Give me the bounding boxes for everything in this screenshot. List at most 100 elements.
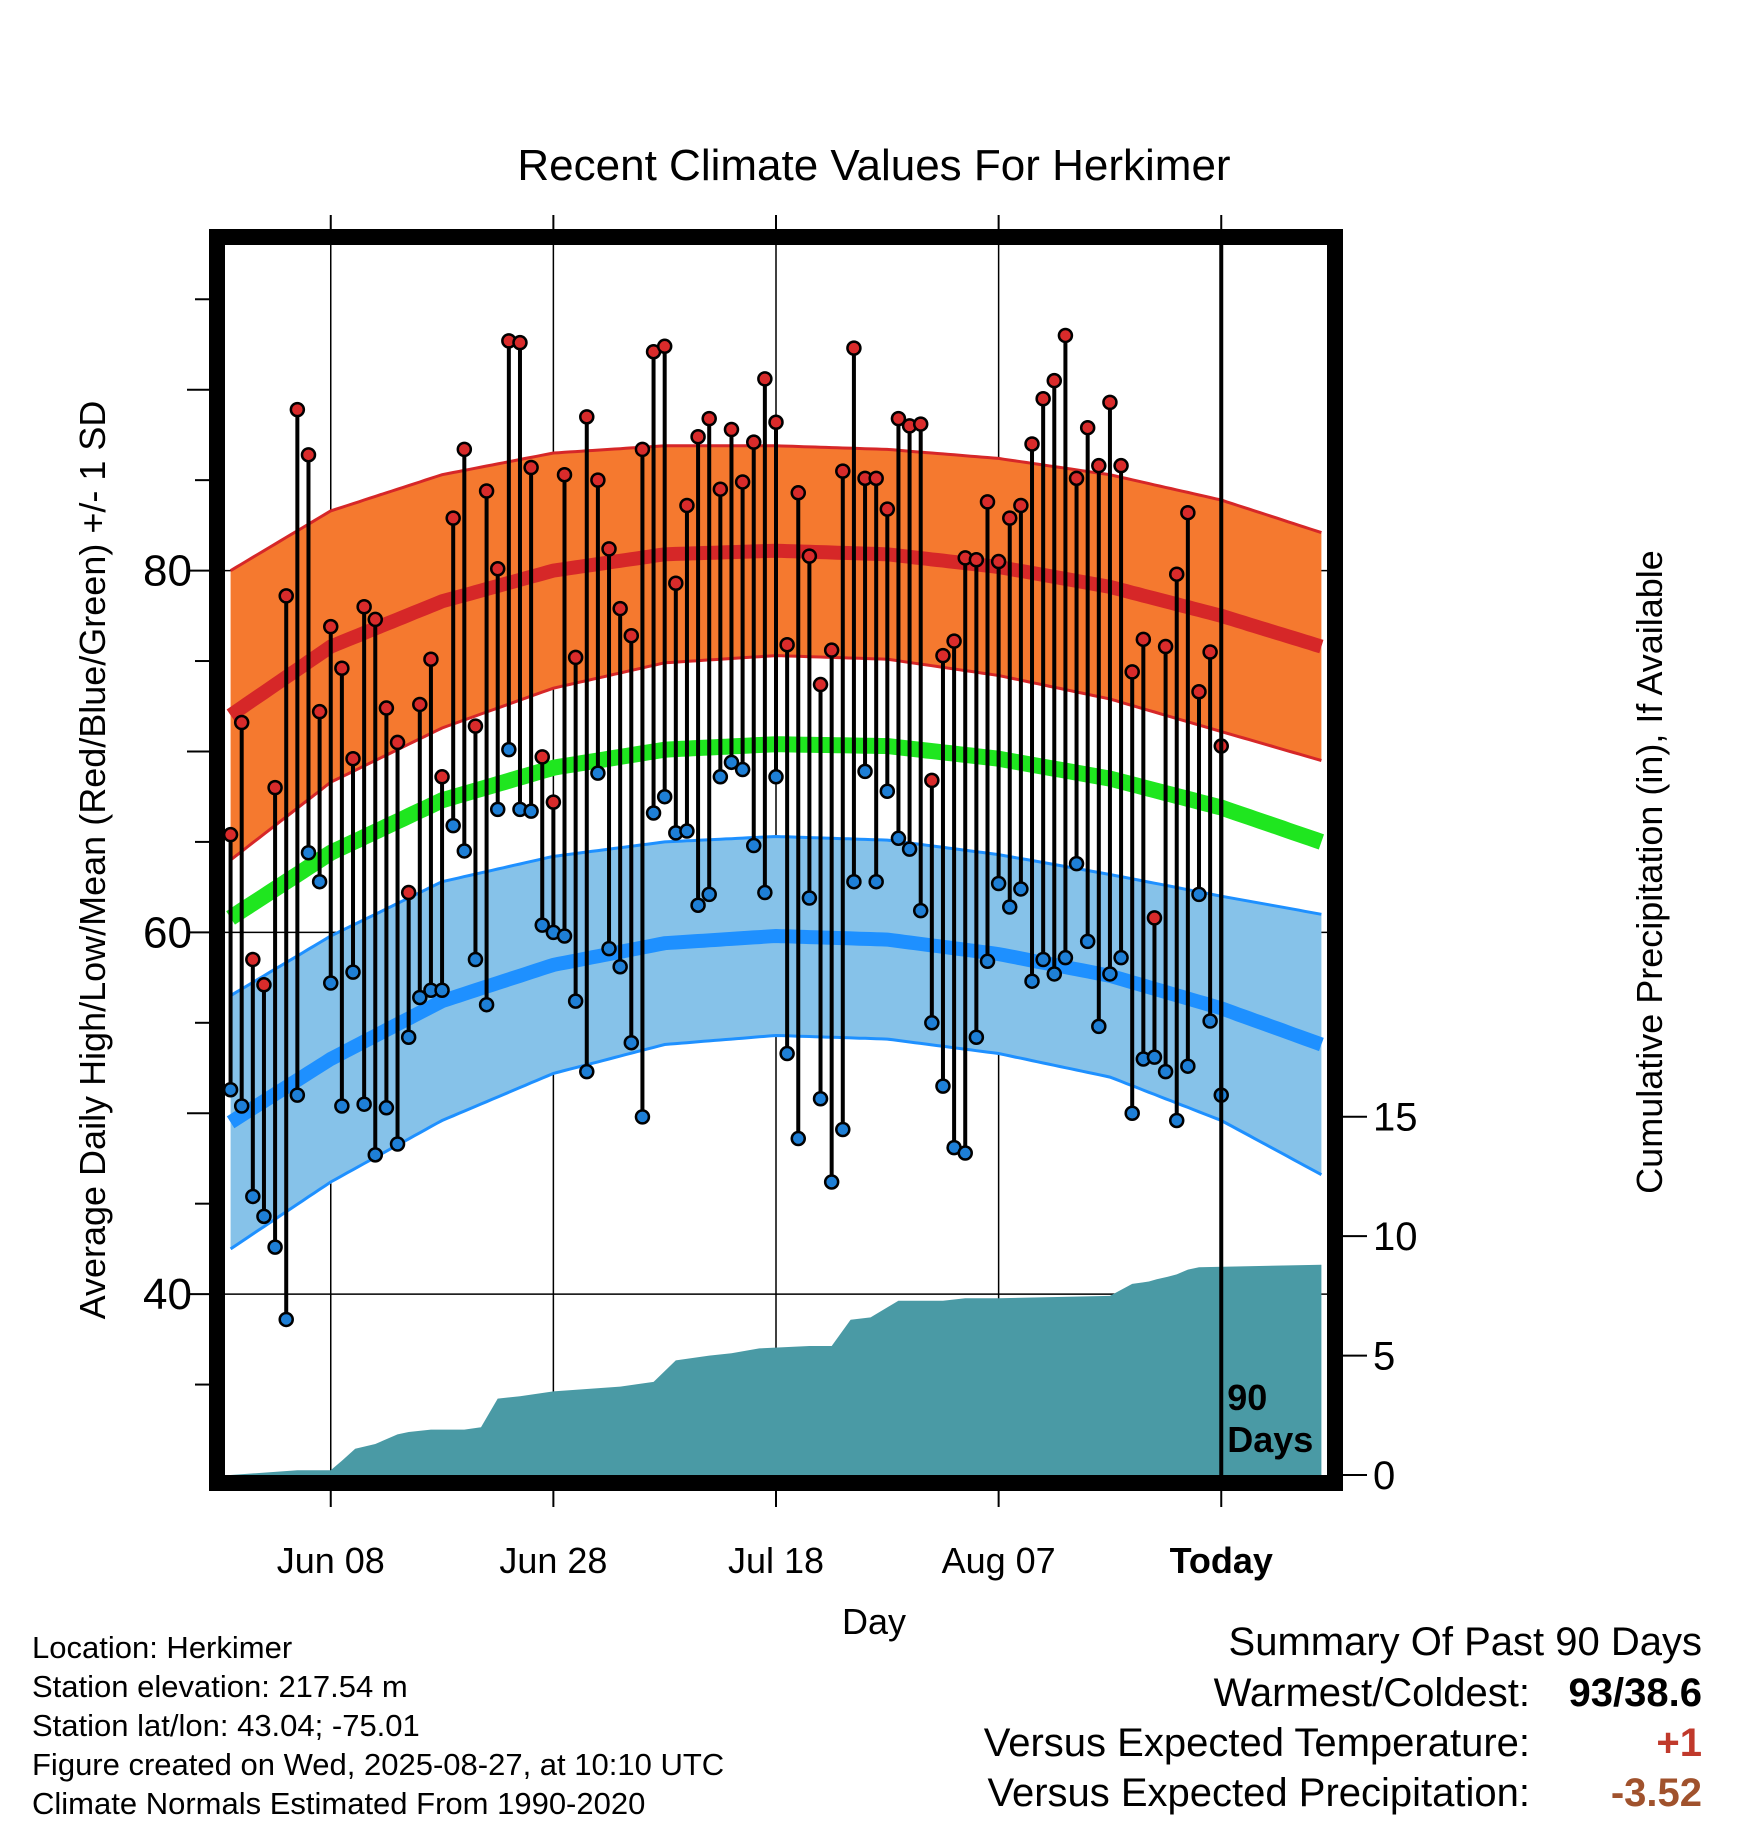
daily-low-point bbox=[389, 1136, 406, 1152]
daily-high-point bbox=[1035, 391, 1051, 407]
daily-high-point bbox=[489, 561, 506, 577]
created-text: Figure created on Wed, 2025-08-27, at 10… bbox=[32, 1747, 725, 1782]
daily-low-point bbox=[823, 1174, 840, 1190]
daily-low-point bbox=[356, 1096, 372, 1112]
daily-high-point bbox=[968, 551, 985, 568]
normals-text: Climate Normals Estimated From 1990-2020 bbox=[32, 1786, 646, 1821]
daily-low-point bbox=[434, 982, 450, 998]
daily-high-point bbox=[835, 463, 851, 479]
low-sd-band bbox=[230, 836, 1322, 1249]
daily-high-point bbox=[656, 338, 673, 355]
y-tick-label: 80 bbox=[143, 547, 192, 596]
daily-low-point bbox=[835, 1121, 851, 1138]
daily-low-point bbox=[1024, 973, 1040, 989]
daily-low-point bbox=[322, 975, 339, 991]
warmest-coldest-value: 93/38.6 bbox=[1568, 1671, 1702, 1715]
daily-low-point bbox=[745, 837, 762, 854]
y2-tick-label: 15 bbox=[1373, 1096, 1418, 1140]
daily-high-point bbox=[278, 588, 294, 604]
daily-low-point bbox=[1013, 881, 1029, 897]
daily-low-point bbox=[701, 886, 717, 903]
cumulative-precip-area bbox=[230, 1264, 1322, 1475]
daily-high-point bbox=[345, 750, 361, 767]
daily-high-point bbox=[1180, 504, 1196, 521]
daily-high-point bbox=[1068, 470, 1085, 487]
daily-high-point bbox=[579, 409, 595, 425]
low-band-lower-edge bbox=[229, 1033, 1323, 1251]
daily-low-point bbox=[712, 769, 729, 785]
daily-low-point bbox=[979, 953, 996, 970]
temp-anomaly-value: +1 bbox=[1656, 1721, 1702, 1765]
daily-high-point bbox=[267, 779, 283, 796]
daily-high-point bbox=[256, 977, 272, 993]
x-tick-label: Today bbox=[1170, 1540, 1273, 1581]
daily-low-point bbox=[1146, 1049, 1163, 1065]
daily-high-point bbox=[1202, 644, 1218, 660]
daily-low-point bbox=[1035, 951, 1051, 968]
daily-low-point bbox=[723, 754, 740, 771]
daily-low-point bbox=[1113, 949, 1129, 966]
daily-high-point bbox=[300, 447, 317, 463]
daily-high-point bbox=[1168, 566, 1185, 582]
daily-high-point bbox=[1102, 394, 1118, 411]
daily-low-point bbox=[924, 1015, 940, 1031]
daily-low-point bbox=[225, 1081, 239, 1098]
daily-low-point bbox=[478, 996, 495, 1013]
daily-low-point bbox=[912, 902, 929, 919]
daily-low-point bbox=[968, 1029, 985, 1046]
daily-low-point bbox=[734, 761, 751, 778]
daily-low-point bbox=[812, 1091, 829, 1107]
normal-low-line bbox=[226, 928, 1324, 1129]
y2-tick-label: 10 bbox=[1373, 1215, 1418, 1259]
daily-high-point bbox=[545, 794, 562, 810]
daily-low-point bbox=[378, 1100, 395, 1116]
daily-high-point bbox=[623, 627, 640, 644]
daily-low-point bbox=[1180, 1058, 1196, 1074]
daily-high-point bbox=[378, 700, 395, 716]
daily-low-point bbox=[534, 917, 550, 933]
daily-high-point bbox=[723, 421, 740, 438]
daily-high-point bbox=[1191, 684, 1207, 700]
y-tick-label: 60 bbox=[143, 908, 192, 957]
y2-axis-ticks: 0 5 10 15 bbox=[1343, 1096, 1418, 1498]
daily-high-point bbox=[1046, 372, 1063, 389]
daily-high-point bbox=[467, 718, 484, 734]
daily-low-point bbox=[901, 841, 918, 857]
daily-low-point bbox=[957, 1145, 973, 1161]
daily-high-point bbox=[935, 647, 951, 664]
x-tick-label: Jun 08 bbox=[277, 1540, 385, 1581]
temp-anomaly-row: Versus Expected Temperature: +1 bbox=[802, 1718, 1702, 1768]
daily-high-point bbox=[445, 510, 461, 526]
latlon-text: Station lat/lon: 43.04; -75.01 bbox=[32, 1708, 420, 1743]
daily-low-point bbox=[846, 873, 862, 890]
daily-high-point bbox=[612, 600, 628, 617]
y-axis-label: Average Daily High/Low/Mean (Red/Blue/Gr… bbox=[72, 401, 113, 1320]
daily-low-point bbox=[1002, 899, 1018, 915]
x-tick-label: Jul 18 bbox=[728, 1540, 824, 1581]
daily-high-point bbox=[434, 769, 450, 785]
daily-low-point bbox=[1079, 933, 1096, 950]
daily-stems bbox=[228, 335, 1224, 1320]
daily-high-point bbox=[946, 633, 962, 649]
y-tick-label: 40 bbox=[143, 1270, 192, 1319]
daily-high-point bbox=[890, 410, 907, 427]
daily-high-point bbox=[567, 649, 584, 666]
x-tick-label: Jun 28 bbox=[499, 1540, 607, 1581]
daily-high-point bbox=[523, 459, 539, 476]
daily-high-point bbox=[534, 749, 550, 765]
daily-low-point bbox=[289, 1087, 306, 1103]
daily-low-point bbox=[412, 989, 428, 1006]
daily-low-point bbox=[879, 783, 896, 800]
daily-high-point bbox=[456, 441, 473, 458]
daily-high-point bbox=[367, 611, 384, 628]
x-tick-label: Aug 07 bbox=[942, 1540, 1056, 1581]
daily-high-point bbox=[668, 575, 684, 591]
daily-low-point bbox=[400, 1029, 417, 1046]
window-label-number: 90 bbox=[1227, 1377, 1267, 1418]
daily-high-point bbox=[745, 434, 762, 450]
daily-low-point bbox=[1124, 1105, 1140, 1121]
daily-low-point bbox=[645, 805, 662, 821]
daily-low-point bbox=[623, 1034, 640, 1051]
daily-high-point bbox=[1079, 419, 1096, 436]
daily-high-point bbox=[400, 884, 417, 901]
